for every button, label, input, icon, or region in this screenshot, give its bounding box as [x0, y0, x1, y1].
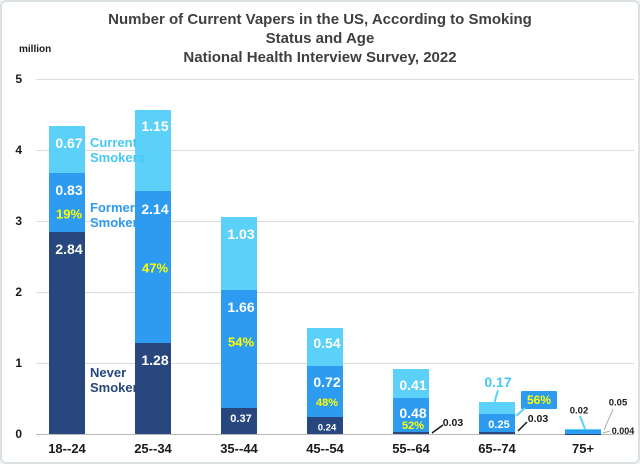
- y-axis-tick-label: 5: [15, 72, 22, 86]
- chart-title: Number of Current Vapers in the US, Acco…: [2, 10, 638, 67]
- chart-value-label: 0.02: [569, 405, 589, 417]
- chart-value-label: 0.54: [313, 335, 341, 351]
- x-axis-line: [36, 434, 634, 435]
- chart-value-label: 0.48: [399, 405, 427, 421]
- series-annotation-never: Never Smokers: [90, 365, 145, 395]
- leader-line: [517, 421, 528, 432]
- chart-value-label: 0.004: [611, 426, 635, 436]
- bar-segment-4554-current-smokers: [307, 327, 343, 366]
- chart-title-line1: Number of Current Vapers in the US, Acco…: [108, 11, 532, 28]
- percent-callout: 56%: [520, 391, 558, 409]
- y-axis-tick-label: 1: [15, 356, 22, 370]
- bar-segment-4554-former-smokers: [307, 365, 343, 417]
- gridline: [36, 150, 634, 151]
- y-axis-unit-label: million: [19, 44, 52, 55]
- x-axis-category-label: 75+: [571, 441, 595, 456]
- x-axis-category-label: 45--54: [306, 441, 344, 456]
- chart-value-label: 47%: [141, 260, 169, 276]
- chart-value-label: 0.72: [313, 374, 341, 390]
- y-axis-tick-label: 2: [15, 285, 22, 299]
- chart-value-label: 1.15: [141, 118, 169, 134]
- bar-segment-75+-former-smokers: [565, 430, 601, 434]
- y-axis-tick-label: 3: [15, 214, 22, 228]
- x-axis-category-label: 35--44: [220, 441, 258, 456]
- x-axis-category-label: 65--74: [478, 441, 516, 456]
- y-axis-tick-label: 4: [15, 143, 22, 157]
- x-axis-category-label: 18--24: [48, 441, 86, 456]
- chart-value-label: 0.17: [484, 374, 512, 390]
- leader-line: [579, 415, 586, 430]
- x-axis-category-label: 25--34: [134, 441, 172, 456]
- bar-segment-6574-never-smokers: [479, 431, 515, 434]
- chart-value-label: 0.41: [399, 377, 427, 393]
- leader-line: [602, 430, 611, 434]
- bar-segment-2534-former-smokers: [135, 191, 171, 344]
- chart-value-label: 0.24: [317, 422, 337, 434]
- bar-segment-6574-current-smokers: [479, 402, 515, 415]
- chart-value-label: 0.67: [55, 135, 83, 151]
- chart-value-label: 0.37: [230, 413, 252, 425]
- bar-segment-4554-never-smokers: [307, 416, 343, 434]
- bar-segment-1824-current-smokers: [49, 125, 85, 174]
- chart-value-label: 0.05: [608, 397, 628, 409]
- chart-value-label: 48%: [315, 397, 339, 409]
- bar-segment-3544-former-smokers: [221, 289, 257, 408]
- chart-value-label: 52%: [401, 420, 425, 432]
- x-axis-category-label: 55--64: [392, 441, 430, 456]
- series-annotation-former: Former Smokers: [90, 200, 145, 230]
- leader-line: [431, 424, 444, 434]
- chart-title-line3: National Health Interview Survey, 2022: [183, 49, 457, 66]
- chart-value-label: 0.03: [527, 413, 549, 425]
- bar-segment-5564-current-smokers: [393, 368, 429, 398]
- bar-segment-3544-never-smokers: [221, 407, 257, 434]
- y-axis-tick-label: 0: [15, 427, 22, 441]
- bar-segment-2534-never-smokers: [135, 343, 171, 434]
- chart-value-label: 1.03: [227, 226, 255, 242]
- gridline: [36, 292, 634, 293]
- bar-segment-75+-current-smokers: [565, 428, 601, 431]
- chart-value-label: 0.83: [55, 182, 83, 198]
- chart-value-label: 1.28: [141, 352, 169, 368]
- bar-segment-1824-former-smokers: [49, 173, 85, 233]
- series-annotation-current: Current Smokers: [90, 135, 145, 165]
- chart-title-line2: Status and Age: [265, 30, 375, 47]
- chart-value-label: 19%: [55, 206, 83, 222]
- chart-value-label: 0.03: [442, 417, 464, 429]
- chart-value-label: 2.84: [55, 241, 83, 257]
- chart-value-label: 0.25: [488, 419, 510, 431]
- bar-segment-3544-current-smokers: [221, 216, 257, 290]
- chart-value-label: 54%: [227, 334, 255, 350]
- bar-segment-5564-former-smokers: [393, 397, 429, 432]
- chart-value-label: 1.66: [227, 299, 255, 315]
- gridline: [36, 79, 634, 80]
- bar-segment-2534-current-smokers: [135, 109, 171, 192]
- bar-segment-5564-never-smokers: [393, 431, 429, 434]
- gridline: [36, 221, 634, 222]
- chart-value-label: 2.14: [141, 201, 169, 217]
- bar-segment-6574-former-smokers: [479, 414, 515, 432]
- leader-line: [515, 407, 526, 417]
- bar-segment-1824-never-smokers: [49, 232, 85, 434]
